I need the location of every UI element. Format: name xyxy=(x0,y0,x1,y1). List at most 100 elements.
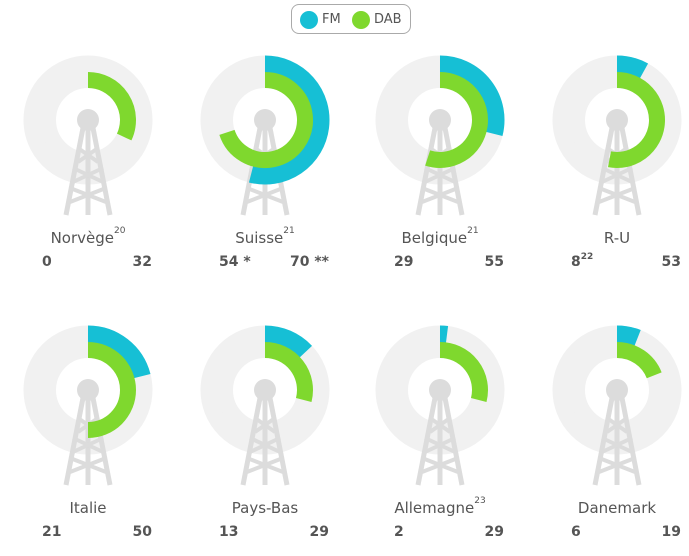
country-label: Belgique21 xyxy=(365,226,515,247)
tower-brace xyxy=(424,166,456,184)
tower-brace xyxy=(598,186,636,204)
dab-value-label: 50 xyxy=(132,524,152,540)
tower-brace xyxy=(72,436,104,454)
legend-label-fm: FM xyxy=(322,12,341,27)
country-name: Belgique xyxy=(401,229,468,247)
country-name: Pays-Bas xyxy=(231,499,299,517)
fm-value-text: 6 xyxy=(571,524,581,540)
legend-swatch-dab xyxy=(352,11,370,29)
tower-brace xyxy=(601,436,633,454)
dab-value-label: 70 ** xyxy=(290,254,329,270)
dab-value-label: 19 xyxy=(661,524,681,540)
tower-leg-right xyxy=(267,397,290,486)
tower-leg-left xyxy=(240,127,263,216)
country-note: 21 xyxy=(283,226,295,236)
country-name: Allemagne xyxy=(394,499,475,517)
tower-brace xyxy=(72,166,104,184)
fm-value-text: 2 xyxy=(394,524,404,540)
fm-bar xyxy=(439,55,505,137)
tower-top xyxy=(606,379,628,401)
fm-value-label: 2 xyxy=(394,524,404,540)
fm-value-label: 822 xyxy=(571,252,594,270)
antenna-tower-icon xyxy=(240,379,290,486)
dab-bar xyxy=(616,342,662,379)
country-label: Danemark xyxy=(542,499,689,517)
fm-value-text: 21 xyxy=(42,524,62,540)
tower-brace xyxy=(246,186,284,204)
tower-top xyxy=(254,109,276,131)
dab-value-label: 32 xyxy=(132,254,152,270)
tower-leg-left xyxy=(415,127,438,216)
dab-value-label: 53 xyxy=(661,254,681,270)
fm-bar xyxy=(248,55,330,185)
tower-brace xyxy=(601,166,633,184)
item-pays-bas xyxy=(200,325,330,486)
tower-top xyxy=(606,109,628,131)
tower-top xyxy=(77,379,99,401)
dab-bar xyxy=(87,72,136,141)
tower-brace xyxy=(605,416,629,434)
country-label: Italie xyxy=(13,499,163,517)
fm-bar xyxy=(87,325,151,379)
country-note: 23 xyxy=(474,496,486,506)
dab-bar xyxy=(264,342,313,402)
country-note: 21 xyxy=(467,226,479,236)
tower-leg-left xyxy=(63,127,86,216)
tower-top xyxy=(429,379,451,401)
tower-top xyxy=(429,109,451,131)
fm-value-label: 0 xyxy=(42,254,52,270)
item-allemagne xyxy=(375,325,505,486)
fm-value-label: 21 xyxy=(42,524,61,540)
fm-value-text: 29 xyxy=(394,254,414,270)
item-norv-ge xyxy=(23,55,153,216)
dab-bar xyxy=(219,72,313,168)
tower-leg-right xyxy=(90,127,113,216)
country-name: R-U xyxy=(603,229,631,247)
item-r-u xyxy=(552,55,682,216)
fm-bar xyxy=(616,55,649,79)
tower-leg-right xyxy=(619,127,642,216)
tower-brace xyxy=(69,456,107,474)
tower-leg-right xyxy=(90,397,113,486)
item-suisse xyxy=(200,55,330,216)
tower-top xyxy=(254,379,276,401)
tower-brace xyxy=(246,456,284,474)
fm-value-text: 0 xyxy=(42,254,52,270)
fm-bar xyxy=(264,325,313,358)
fm-value-label: 6 xyxy=(571,524,581,540)
item-danemark xyxy=(552,325,682,486)
dab-bar xyxy=(87,342,136,438)
tower-brace xyxy=(428,416,452,434)
tower-brace xyxy=(598,456,636,474)
fm-bar xyxy=(616,325,641,346)
legend-label-dab: DAB xyxy=(374,12,402,27)
legend-swatch-fm xyxy=(300,11,318,29)
dab-value-label: 55 xyxy=(484,254,504,270)
country-label: R-U xyxy=(542,229,689,247)
fm-value-note: 22 xyxy=(580,252,594,262)
tower-leg-left xyxy=(415,397,438,486)
legend: FM DAB xyxy=(291,4,411,34)
fm-value-text: 8 xyxy=(571,254,581,270)
antenna-tower-icon xyxy=(63,109,113,216)
dab-bar xyxy=(439,342,488,402)
tower-leg-left xyxy=(592,127,615,216)
country-name: Italie xyxy=(69,499,107,517)
tower-leg-right xyxy=(442,127,465,216)
country-name: Danemark xyxy=(577,499,657,517)
fm-value-text: 54 * xyxy=(219,254,251,270)
tower-brace xyxy=(424,436,456,454)
fm-value-text: 13 xyxy=(219,524,239,540)
dab-bar xyxy=(425,72,488,168)
country-label: Suisse21 xyxy=(190,226,340,247)
tower-leg-left xyxy=(63,397,86,486)
tower-leg-right xyxy=(442,397,465,486)
antenna-tower-icon xyxy=(592,109,642,216)
fm-value-label: 29 xyxy=(394,254,413,270)
tower-brace xyxy=(249,436,281,454)
item-italie xyxy=(23,325,153,486)
dab-value-label: 29 xyxy=(484,524,504,540)
tower-leg-left xyxy=(592,397,615,486)
tower-brace xyxy=(76,146,100,164)
